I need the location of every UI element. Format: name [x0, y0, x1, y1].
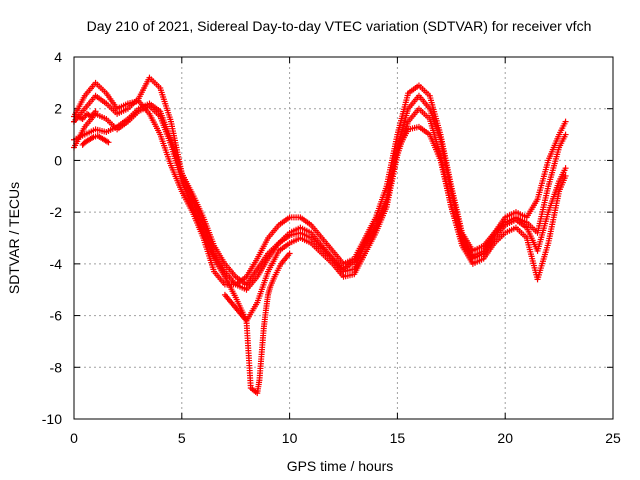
- grid-lines: [74, 57, 613, 419]
- series-early-dip: [79, 132, 112, 148]
- chart-title: Day 210 of 2021, Sidereal Day-to-day VTE…: [87, 18, 592, 34]
- plot-frame: [73, 56, 614, 420]
- data-point: [562, 172, 569, 179]
- data-points: [71, 74, 569, 397]
- y-tick-label: 0: [54, 152, 62, 168]
- y-tick-label: -2: [50, 204, 63, 220]
- data-point: [105, 139, 112, 146]
- y-tick-label: -10: [42, 411, 62, 427]
- y-tick-label: 2: [54, 101, 62, 117]
- x-tick-label: 10: [282, 430, 298, 446]
- data-point: [562, 118, 569, 125]
- y-axis-label: SDTVAR / TECUs: [6, 182, 22, 294]
- y-tick-label: -4: [50, 256, 63, 272]
- data-point: [286, 250, 293, 257]
- series-track-4: [71, 100, 569, 288]
- series-track-3: [71, 103, 569, 324]
- y-tick-label: 4: [54, 49, 62, 65]
- data-point: [242, 316, 249, 323]
- y-tick-label: -6: [50, 308, 63, 324]
- data-point: [562, 131, 569, 138]
- series-dip-segment: [221, 250, 293, 397]
- y-tick-label: -8: [50, 359, 63, 375]
- series-left-wiggle: [71, 108, 99, 125]
- x-axis-label: GPS time / hours: [287, 458, 394, 474]
- x-tick-label: 25: [605, 430, 621, 446]
- x-tick-label: 5: [178, 430, 186, 446]
- axis-ticks: 0 5 10 15 20 25 -10 -8 -6 -4 -2 0 2 4: [42, 49, 621, 446]
- x-tick-label: 15: [390, 430, 406, 446]
- data-point: [92, 108, 99, 115]
- data-point: [562, 165, 569, 172]
- x-tick-label: 0: [70, 430, 78, 446]
- x-tick-label: 20: [497, 430, 513, 446]
